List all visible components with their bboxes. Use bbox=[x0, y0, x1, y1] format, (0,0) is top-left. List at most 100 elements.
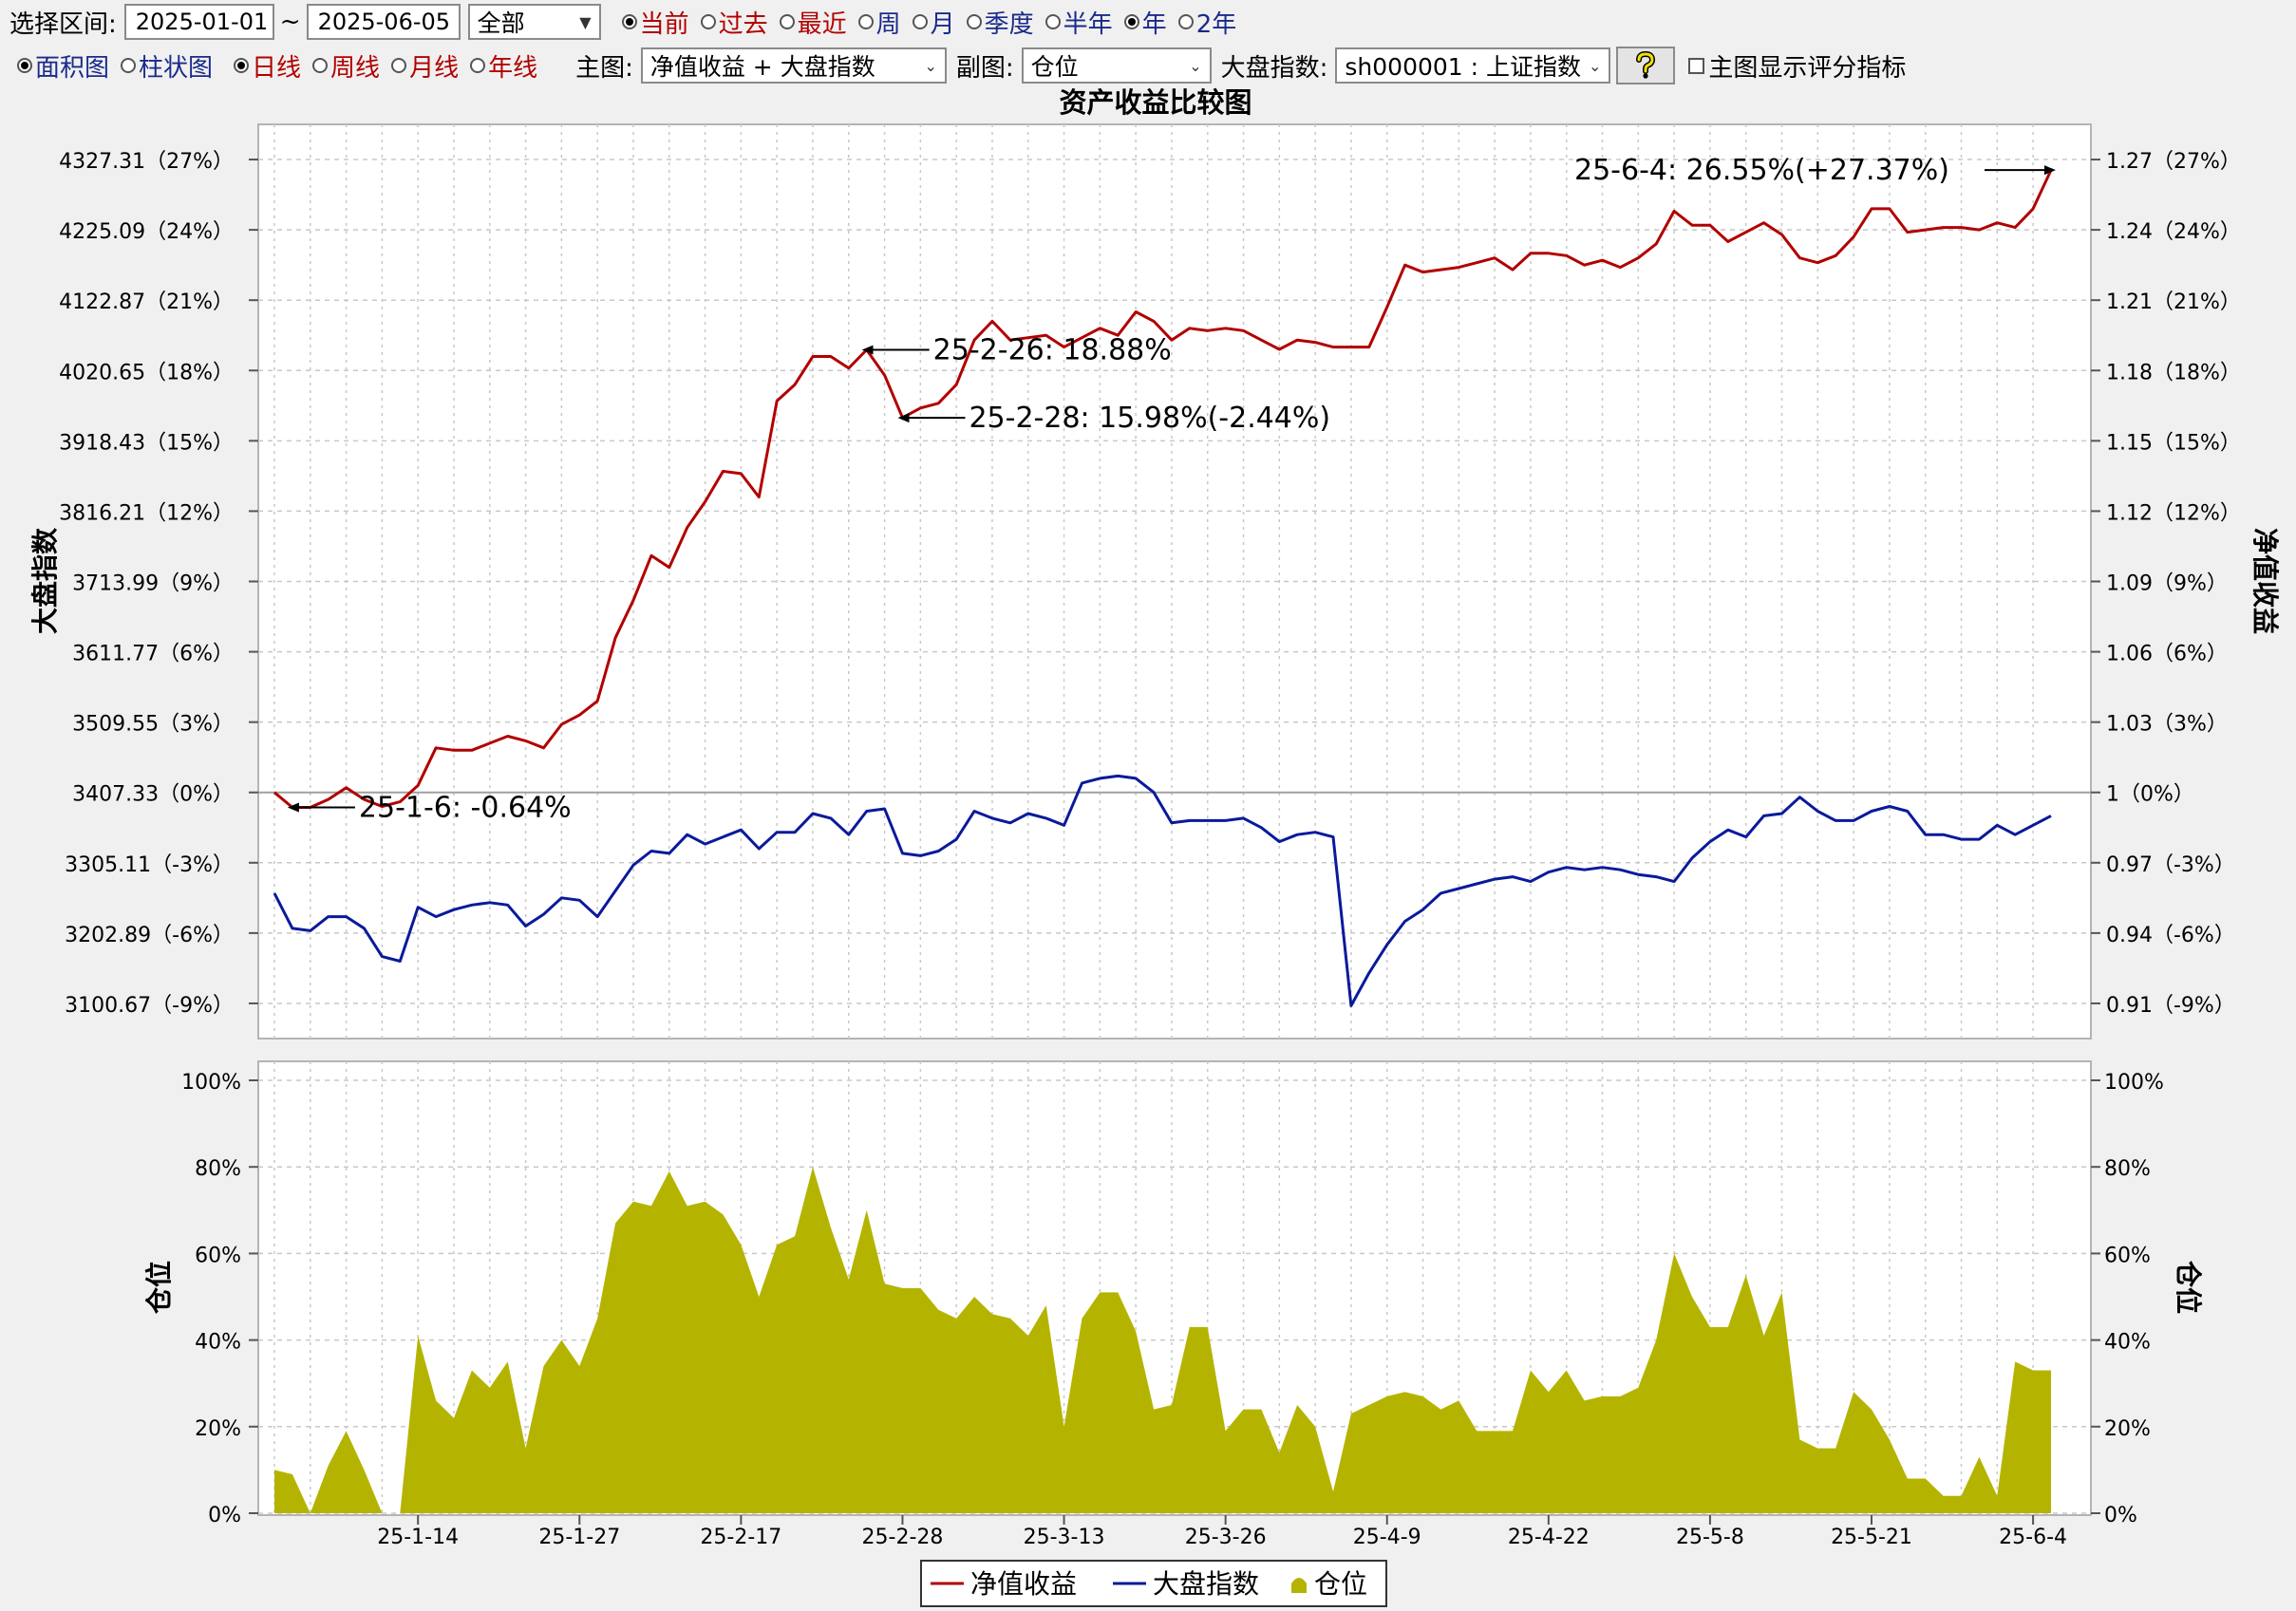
period-radio-0[interactable]: 当前 bbox=[621, 5, 689, 40]
x-tick-label: 25-5-8 bbox=[1676, 1526, 1744, 1549]
range-select[interactable]: 全部 ▼ bbox=[467, 4, 601, 40]
period-radio-5[interactable]: 季度 bbox=[966, 5, 1034, 40]
annotations: 25-1-6: -0.64% 25-2-26: 18.88% 25-2-28: 15… bbox=[287, 154, 2056, 825]
score-checkbox[interactable]: 主图显示评分指标 bbox=[1688, 48, 1906, 84]
sub-chart-select[interactable]: 仓位 ⌄ bbox=[1021, 47, 1212, 84]
radio-circle-icon[interactable] bbox=[1123, 14, 1139, 29]
right-tick-label: 1（0%） bbox=[2106, 783, 2194, 807]
radio-circle-icon[interactable] bbox=[621, 14, 637, 29]
left-tick-label: 3816.21（12%） bbox=[59, 501, 234, 525]
left-tick-label: 3100.67（-9%） bbox=[65, 994, 234, 1018]
position-left-tick-label: 20% bbox=[195, 1417, 241, 1441]
net-value-line bbox=[273, 169, 2053, 809]
annotation-label: 25-2-26: 18.88% bbox=[933, 334, 1172, 367]
frequency-radio-label: 年线 bbox=[488, 53, 538, 83]
period-radio-8[interactable]: 2年 bbox=[1177, 5, 1236, 40]
radio-circle-icon[interactable] bbox=[121, 58, 137, 73]
annotation-label: 25-1-6: -0.64% bbox=[359, 792, 572, 825]
chevron-down-icon: ▼ bbox=[579, 12, 592, 31]
period-radio-2[interactable]: 最近 bbox=[779, 5, 847, 40]
main-grid bbox=[249, 124, 2100, 1039]
right-axis-title: 净值收益 bbox=[2249, 528, 2281, 634]
x-tick-label: 25-1-14 bbox=[377, 1526, 459, 1549]
radio-circle-icon[interactable] bbox=[391, 58, 407, 73]
sub-chart-label: 副图: bbox=[955, 53, 1014, 83]
position-right-tick-label: 100% bbox=[2104, 1071, 2164, 1095]
left-tick-label: 3713.99（9%） bbox=[72, 572, 234, 596]
period-radio-6[interactable]: 半年 bbox=[1044, 5, 1113, 40]
position-left-tick-label: 40% bbox=[195, 1331, 241, 1355]
period-radio-1[interactable]: 过去 bbox=[700, 5, 768, 40]
left-tick-label: 3305.11（-3%） bbox=[65, 853, 234, 877]
x-tick-label: 25-2-17 bbox=[700, 1526, 781, 1549]
index-select[interactable]: sh000001 : 上证指数 ⌄ bbox=[1335, 47, 1611, 84]
chart-type-radio-group: 面积图 柱状图 bbox=[6, 48, 213, 84]
radio-circle-icon[interactable] bbox=[1177, 14, 1194, 29]
main-chart-select[interactable]: 净值收益 + 大盘指数 ⌄ bbox=[640, 47, 947, 84]
x-tick-label: 25-4-22 bbox=[1508, 1526, 1590, 1549]
position-right-tick-label: 60% bbox=[2104, 1244, 2151, 1267]
legend: 净值收益 大盘指数 仓位 bbox=[920, 1560, 1387, 1607]
help-button[interactable] bbox=[1616, 47, 1676, 84]
right-tick-label: 1.18（18%） bbox=[2106, 361, 2241, 384]
left-tick-label: 3611.77（6%） bbox=[72, 643, 234, 666]
axis-labels: 4327.31（27%） 1.27（27%） 4225.09（24%） 1.24（24… bbox=[59, 150, 2241, 1549]
start-date-input[interactable]: 2025-01-01 bbox=[123, 4, 274, 40]
right-tick-label: 1.09（9%） bbox=[2106, 572, 2228, 596]
period-radio-label: 最近 bbox=[797, 9, 847, 39]
radio-circle-icon[interactable] bbox=[779, 14, 795, 29]
radio-circle-icon[interactable] bbox=[857, 14, 874, 29]
left-tick-label: 4020.65（18%） bbox=[59, 361, 234, 384]
radio-circle-icon[interactable] bbox=[1044, 14, 1061, 29]
right-tick-label: 1.06（6%） bbox=[2106, 643, 2228, 666]
radio-circle-icon[interactable] bbox=[700, 14, 716, 29]
position-right-tick-label: 0% bbox=[2104, 1504, 2137, 1527]
chart-type-radio-label: 面积图 bbox=[35, 53, 110, 83]
chevron-down-icon: ⌄ bbox=[1189, 56, 1202, 75]
right-tick-label: 1.24（24%） bbox=[2106, 220, 2241, 244]
radio-circle-icon[interactable] bbox=[17, 58, 32, 73]
radio-circle-icon[interactable] bbox=[966, 14, 982, 29]
left-tick-label: 3202.89（-6%） bbox=[65, 924, 234, 947]
range-tilde: ~ bbox=[279, 8, 301, 36]
position-right-tick-label: 80% bbox=[2104, 1157, 2151, 1181]
position-left-tick-label: 80% bbox=[195, 1157, 241, 1181]
period-radio-7[interactable]: 年 bbox=[1123, 5, 1167, 40]
frequency-radio-0[interactable]: 日线 bbox=[234, 48, 301, 84]
chevron-down-icon: ⌄ bbox=[1589, 56, 1602, 75]
period-radio-label: 月 bbox=[930, 9, 955, 39]
frequency-radio-3[interactable]: 年线 bbox=[470, 48, 537, 84]
radio-circle-icon[interactable] bbox=[470, 58, 486, 73]
period-radio-group: 当前 过去 最近周月季度 半年年 2年 bbox=[611, 5, 1236, 40]
radio-circle-icon[interactable] bbox=[912, 14, 928, 29]
legend-net-label: 净值收益 bbox=[970, 1568, 1077, 1600]
right-tick-label: 0.94（-6%） bbox=[2106, 924, 2235, 947]
period-radio-label: 周 bbox=[875, 9, 901, 39]
radio-circle-icon[interactable] bbox=[312, 58, 329, 73]
legend-position-label: 仓位 bbox=[1314, 1568, 1367, 1600]
annotation-label: 25-2-28: 15.98%(-2.44%) bbox=[969, 402, 1330, 435]
end-date-input[interactable]: 2025-06-05 bbox=[306, 4, 461, 40]
sub-chart-select-value: 仓位 bbox=[1030, 53, 1079, 81]
chart-title: 资产收益比较图 bbox=[1059, 86, 1252, 119]
frequency-radio-label: 周线 bbox=[330, 53, 381, 83]
chevron-down-icon: ⌄ bbox=[924, 56, 937, 75]
position-left-axis-title: 仓位 bbox=[143, 1261, 175, 1314]
chart-type-radio-1[interactable]: 柱状图 bbox=[121, 48, 213, 84]
frequency-radio-1[interactable]: 周线 bbox=[312, 48, 380, 84]
right-tick-label: 1.03（3%） bbox=[2106, 713, 2228, 737]
chart-type-radio-0[interactable]: 面积图 bbox=[17, 48, 109, 84]
left-tick-label: 4327.31（27%） bbox=[59, 150, 234, 174]
range-label: 选择区间: bbox=[9, 9, 117, 39]
position-area-shape bbox=[274, 1167, 2051, 1513]
frequency-radio-label: 日线 bbox=[252, 53, 302, 83]
period-radio-4[interactable]: 月 bbox=[912, 5, 955, 40]
period-radio-label: 季度 bbox=[984, 9, 1034, 39]
frequency-radio-2[interactable]: 月线 bbox=[391, 48, 459, 84]
period-radio-3[interactable]: 周 bbox=[857, 5, 901, 40]
radio-circle-icon[interactable] bbox=[234, 58, 250, 73]
range-select-value: 全部 bbox=[477, 9, 525, 37]
score-checkbox-label: 主图显示评分指标 bbox=[1708, 53, 1907, 83]
checkbox-box[interactable] bbox=[1688, 57, 1705, 74]
